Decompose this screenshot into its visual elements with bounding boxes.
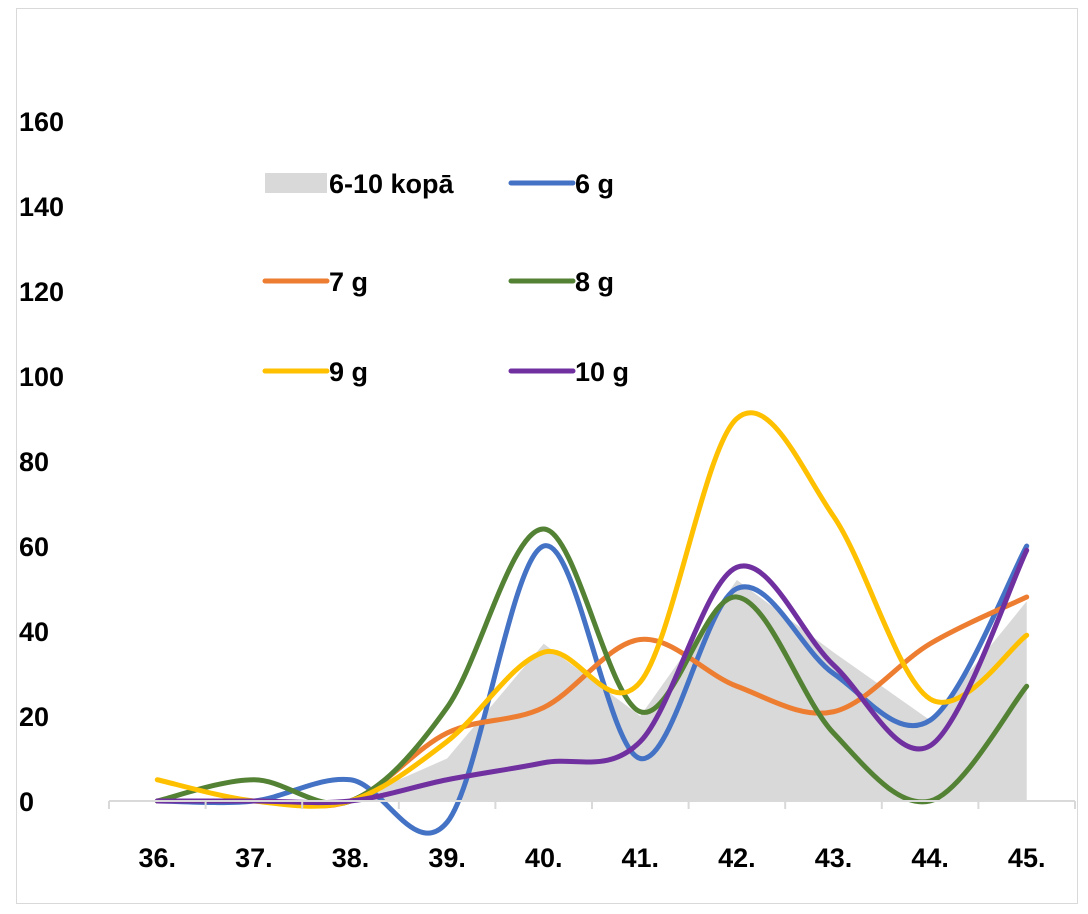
x-tick-label: 39. xyxy=(428,843,466,873)
chart-frame: 36. 37. 38. 39. 40. 41. 42. 43. 44. 45. 0 20 40 60 80 1… xyxy=(16,8,1078,904)
x-tick-label: 44. xyxy=(911,843,949,873)
x-tick-label: 45. xyxy=(1008,843,1046,873)
x-tick-label: 43. xyxy=(815,843,853,873)
legend-swatch-6-10-kop- xyxy=(265,173,327,193)
y-tick-label: 20 xyxy=(19,702,49,732)
y-tick-label: 120 xyxy=(19,277,64,307)
x-tick-label: 41. xyxy=(622,843,660,873)
legend-label-9-g: 9 g xyxy=(329,357,368,387)
legend-label-6-g: 6 g xyxy=(575,169,614,199)
legend-label-8-g: 8 g xyxy=(575,267,614,297)
series-line-10-g xyxy=(154,547,1030,806)
legend-layer: 6-10 kopā 6 g 7 g 8 g 9 g 10 g xyxy=(262,169,629,387)
y-tick-label: 0 xyxy=(19,787,34,817)
legend-label-10-g: 10 g xyxy=(575,357,629,387)
x-tick-label: 42. xyxy=(718,843,756,873)
y-tick-label: 40 xyxy=(19,617,49,647)
y-tick-label: 100 xyxy=(19,362,64,392)
y-tick-label: 160 xyxy=(19,107,64,137)
x-tick-label: 37. xyxy=(235,843,273,873)
x-tick-label: 38. xyxy=(332,843,370,873)
legend-label-7-g: 7 g xyxy=(329,267,368,297)
y-tick-label: 80 xyxy=(19,447,49,477)
x-tick-label: 40. xyxy=(525,843,563,873)
y-tick-label: 60 xyxy=(19,532,49,562)
y-tick-label: 140 xyxy=(19,192,64,222)
axis-layer: 36. 37. 38. 39. 40. 41. 42. 43. 44. 45. 0 20 40 60 80 1… xyxy=(19,107,1076,873)
plot-layer xyxy=(154,410,1030,836)
legend-label-6-10-kop-: 6-10 kopā xyxy=(329,169,455,199)
x-tick-label: 36. xyxy=(139,843,177,873)
series-line-6-g xyxy=(154,543,1030,836)
chart-svg: 36. 37. 38. 39. 40. 41. 42. 43. 44. 45. 0 20 40 60 80 1… xyxy=(19,107,1076,873)
